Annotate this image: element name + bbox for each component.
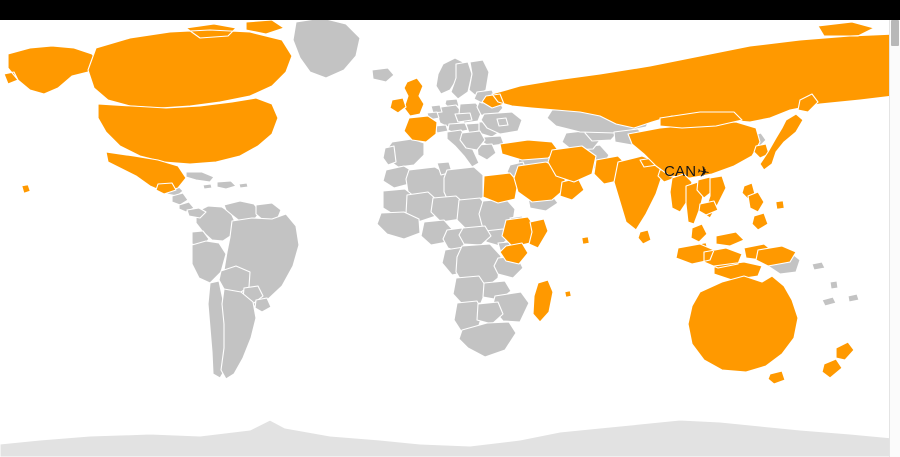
scrollbar-thumb[interactable]	[891, 20, 899, 46]
country-hispaniola[interactable]	[216, 180, 237, 190]
country-maldives[interactable]	[581, 236, 590, 245]
country-sweden[interactable]	[450, 61, 473, 100]
country-australia[interactable]	[687, 275, 799, 373]
country-south-korea[interactable]	[753, 143, 770, 159]
country-somalia[interactable]	[528, 218, 549, 249]
country-iceland[interactable]	[371, 67, 395, 83]
country-united-kingdom[interactable]	[403, 77, 425, 117]
country-angola[interactable]	[452, 275, 488, 306]
country-czech[interactable]	[454, 112, 473, 123]
country-guam[interactable]	[775, 200, 785, 210]
country-bolivia[interactable]	[218, 265, 251, 296]
vertical-scrollbar[interactable]	[889, 20, 900, 457]
country-greenland[interactable]	[292, 17, 361, 79]
country-south-africa[interactable]	[458, 321, 517, 358]
country-ireland[interactable]	[389, 97, 407, 114]
country-panama[interactable]	[186, 207, 207, 219]
country-japan[interactable]	[759, 93, 819, 171]
country-sri-lanka[interactable]	[637, 229, 652, 245]
country-alaska[interactable]	[3, 45, 101, 95]
top-black-band	[0, 0, 900, 20]
country-iran[interactable]	[547, 145, 597, 183]
country-netherlands[interactable]	[430, 104, 443, 114]
country-argentina[interactable]	[220, 288, 257, 380]
country-kenya[interactable]	[499, 242, 529, 265]
country-greece[interactable]	[476, 143, 497, 161]
country-solomon[interactable]	[811, 261, 826, 271]
country-tasmania[interactable]	[767, 370, 786, 385]
country-new-caledonia[interactable]	[821, 296, 837, 307]
country-cambodia[interactable]	[698, 200, 719, 216]
country-egypt[interactable]	[482, 172, 519, 204]
country-france[interactable]	[403, 115, 438, 143]
country-west-africa-coast[interactable]	[376, 211, 421, 240]
country-uruguay[interactable]	[254, 297, 272, 313]
country-guatemala[interactable]	[155, 182, 177, 195]
country-portugal[interactable]	[382, 145, 397, 166]
country-indonesia[interactable]	[675, 243, 775, 281]
country-russia[interactable]	[481, 21, 894, 129]
country-mauritius[interactable]	[564, 290, 572, 298]
country-puerto-rico[interactable]	[238, 182, 249, 189]
country-jamaica[interactable]	[202, 183, 213, 190]
country-philippines[interactable]	[747, 191, 769, 231]
country-balkans[interactable]	[459, 130, 486, 151]
country-moldova[interactable]	[496, 117, 509, 127]
country-fiji[interactable]	[847, 293, 860, 303]
country-india[interactable]	[613, 155, 663, 231]
countries-highlight-layer	[3, 19, 894, 385]
country-nicaragua[interactable]	[171, 192, 189, 206]
country-cuba[interactable]	[185, 171, 215, 183]
country-papua-new-guinea[interactable]	[755, 245, 797, 267]
continent-antarctica	[0, 419, 894, 457]
country-mongolia[interactable]	[659, 111, 743, 129]
country-new-zealand[interactable]	[821, 341, 855, 379]
country-vanuatu[interactable]	[829, 280, 839, 290]
country-canada[interactable]	[87, 19, 293, 109]
country-united-states[interactable]	[97, 97, 279, 165]
country-myanmar[interactable]	[669, 173, 693, 213]
country-botswana[interactable]	[476, 301, 504, 325]
country-madagascar[interactable]	[532, 279, 554, 323]
country-malaysia[interactable]	[690, 223, 745, 247]
country-hawaii[interactable]	[21, 184, 31, 194]
